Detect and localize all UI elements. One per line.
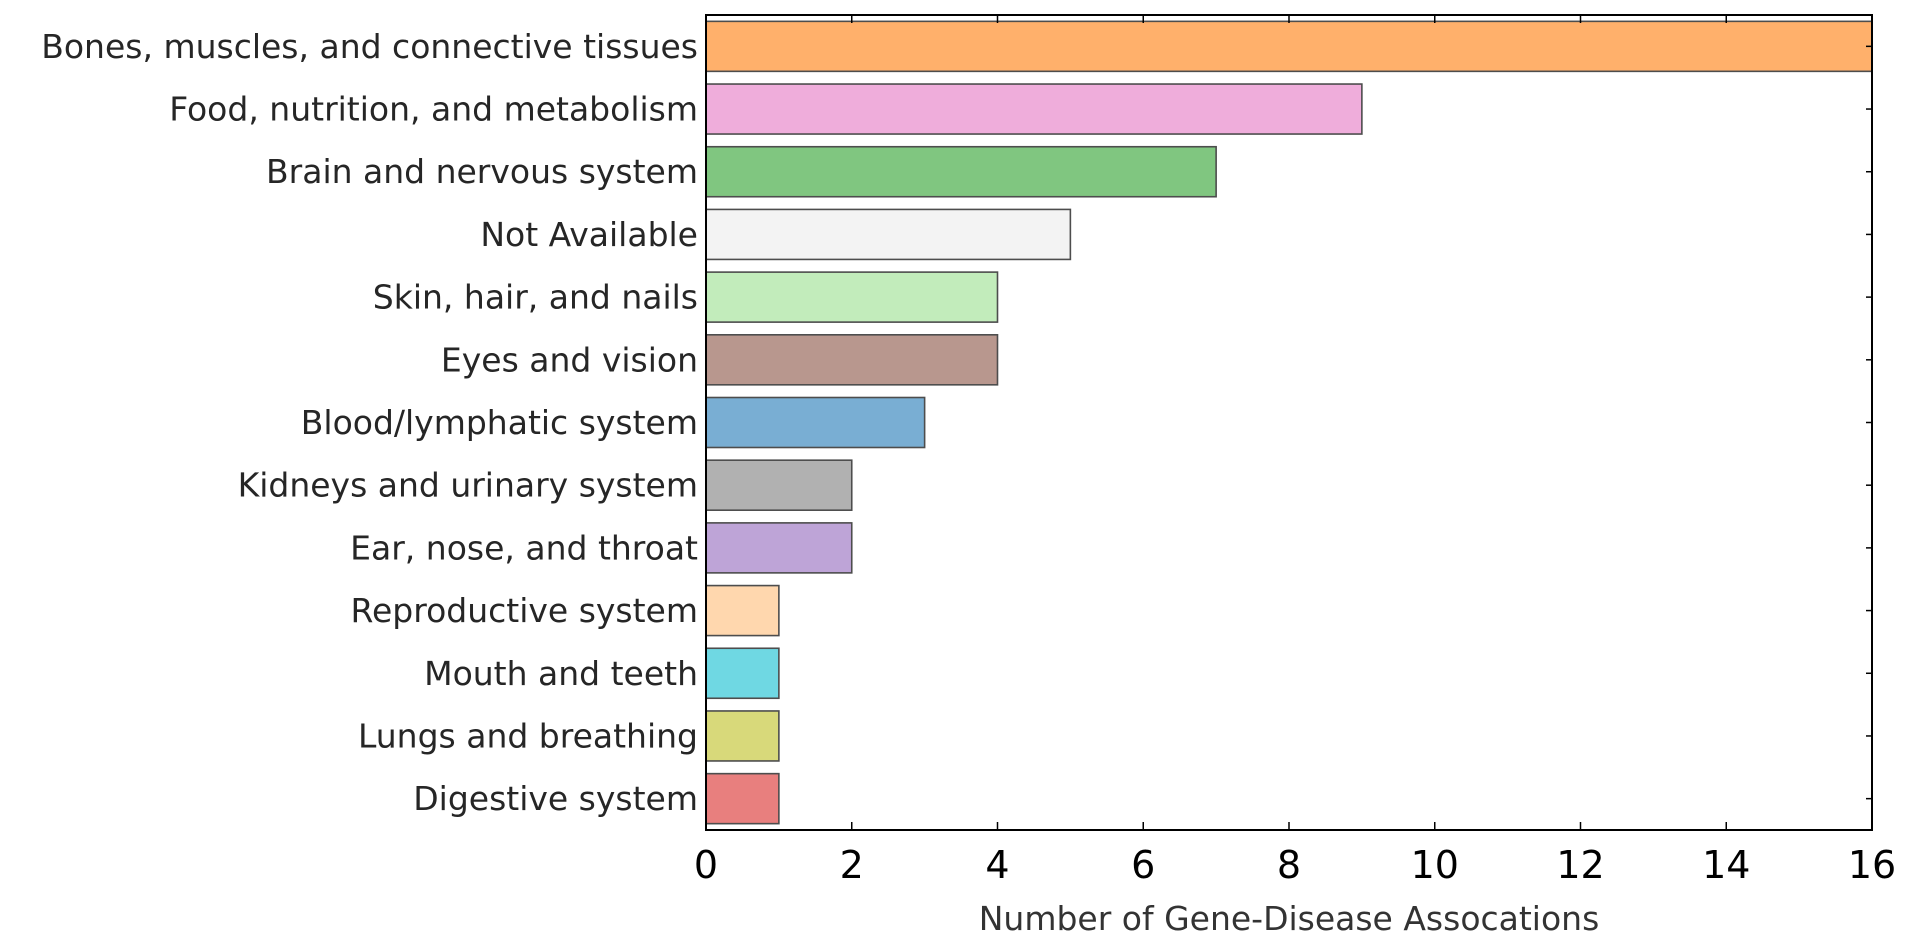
bar-not-available (705, 208, 1072, 261)
category-label-mouth-and-teeth: Mouth and teeth (424, 654, 698, 693)
x-tick-label-6: 6 (1131, 843, 1155, 887)
x-tick-label-0: 0 (694, 843, 718, 887)
bar-mouth-and-teeth (705, 647, 780, 700)
category-label-bones-muscles-and-connective-tissues: Bones, muscles, and connective tissues (41, 27, 698, 66)
category-label-skin-hair-and-nails: Skin, hair, and nails (373, 278, 698, 317)
x-tick-label-8: 8 (1277, 843, 1301, 887)
category-labels: Bones, muscles, and connective tissues Fo… (41, 27, 698, 818)
category-label-food-nutrition-and-metabolism: Food, nutrition, and metabolism (169, 90, 698, 129)
category-label-digestive-system: Digestive system (413, 779, 698, 818)
bar-lungs-and-breathing (705, 710, 780, 762)
plot-frame (705, 14, 1873, 831)
x-tick-label-2: 2 (840, 843, 864, 887)
x-tick-label-10: 10 (1411, 843, 1459, 887)
bar-digestive-system (705, 772, 780, 825)
category-label-kidneys-and-urinary-system: Kidneys and urinary system (238, 466, 698, 505)
x-tick-labels: 0 2 4 6 8 10 12 14 16 (694, 843, 1896, 887)
bar-reproductive-system (705, 584, 780, 637)
bar-food-nutrition-and-metabolism (705, 83, 1363, 135)
category-label-blood-lymphatic-system: Blood/lymphatic system (301, 403, 698, 442)
bar-brain-and-nervous-system (705, 145, 1217, 198)
category-label-not-available: Not Available (480, 215, 698, 254)
x-axis-title: Number of Gene-Disease Assocations (979, 899, 1600, 938)
bar-skin-hair-and-nails (705, 271, 999, 323)
x-tick-label-14: 14 (1702, 843, 1750, 887)
category-label-eyes-and-vision: Eyes and vision (441, 340, 698, 379)
bar-eyes-and-vision (705, 334, 999, 386)
bar-ear-nose-and-throat (705, 522, 853, 574)
category-label-brain-and-nervous-system: Brain and nervous system (266, 152, 698, 191)
x-tick-label-4: 4 (985, 843, 1009, 887)
bar-kidneys-and-urinary-system (705, 459, 853, 511)
bars-layer (705, 20, 1873, 825)
category-label-reproductive-system: Reproductive system (351, 591, 698, 630)
category-label-lungs-and-breathing: Lungs and breathing (358, 716, 698, 755)
bar-bones-muscles-and-connective-tissues (705, 20, 1873, 73)
category-label-ear-nose-and-throat: Ear, nose, and throat (350, 528, 698, 567)
x-tick-label-12: 12 (1556, 843, 1604, 887)
x-tick-label-16: 16 (1848, 843, 1896, 887)
bar-blood-lymphatic-system (705, 396, 926, 449)
